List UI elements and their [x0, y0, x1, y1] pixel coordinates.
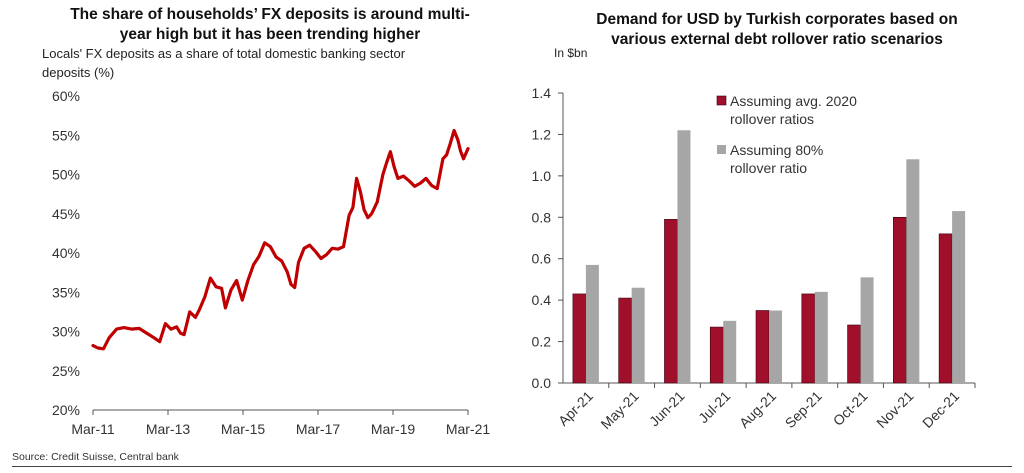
right-x-tick-label: Nov-21: [873, 388, 916, 431]
bar-80pct-rollover: [585, 264, 599, 383]
right-y-tick-label: 1.2: [532, 126, 552, 142]
bottom-divider: [12, 466, 1012, 467]
legend-swatch: [716, 95, 727, 106]
bar-80pct-rollover: [860, 277, 874, 383]
right-x-tick-label: Aug-21: [736, 388, 779, 431]
left-y-tick-label: 45%: [52, 206, 80, 222]
right-y-tick-label: 0.4: [532, 292, 552, 308]
bar-80pct-rollover: [723, 320, 737, 383]
right-bar-chart: 0.0 0.2 0.4 0.6 0.8 1.0 1.2 1.4 Apr-21 May-21 Jun-…: [532, 85, 976, 432]
left-x-tick-label: Mar-11: [71, 421, 115, 437]
bar-avg-2020-rollover: [893, 216, 907, 384]
left-y-tick-label: 55%: [52, 127, 80, 143]
right-x-tick-label: Oct-21: [830, 388, 871, 429]
left-y-tick-label: 35%: [52, 284, 80, 300]
bar-avg-2020-rollover: [847, 324, 861, 384]
left-chart-subtitle-line-1: Locals' FX deposits as a share of total …: [42, 46, 406, 61]
left-chart-subtitle: Locals' FX deposits as a share of total …: [42, 44, 502, 82]
legend-label: Assuming avg. 2020: [730, 93, 857, 109]
left-x-tick-label: Mar-21: [446, 421, 491, 437]
bar-avg-2020-rollover: [709, 326, 724, 384]
right-y-tick-label: 0.2: [532, 334, 552, 350]
left-y-tick-label: 40%: [52, 245, 80, 261]
bar-avg-2020-rollover: [801, 293, 816, 384]
left-x-tick-label: Mar-13: [146, 421, 191, 437]
legend-label: Assuming 80%: [730, 142, 823, 158]
left-y-tick-label: 60%: [52, 88, 80, 104]
bar-80pct-rollover: [906, 159, 920, 383]
bar-80pct-rollover: [814, 291, 828, 383]
right-y-tick-label: 1.0: [532, 168, 552, 184]
left-x-tick-label: Mar-15: [221, 421, 266, 437]
right-y-tick-label: 0.6: [532, 251, 552, 267]
right-chart-title: Demand for USD by Turkish corporates bas…: [532, 10, 1022, 50]
right-y-tick-label: 0.0: [532, 375, 552, 391]
left-y-tick-label: 50%: [52, 167, 80, 183]
legend-label: rollover ratios: [730, 111, 814, 127]
right-chart-title-line-1: Demand for USD by Turkish corporates bas…: [596, 11, 958, 28]
left-line-chart: 20% 25% 30% 35% 40% 45% 50% 55% 60% Mar-11 Mar-13 M…: [52, 88, 490, 437]
right-x-tick-label: May-21: [597, 388, 641, 432]
left-chart-subtitle-line-2: deposits (%): [42, 65, 115, 80]
legend-label: rollover ratio: [730, 160, 807, 176]
bar-80pct-rollover: [952, 211, 966, 383]
left-y-tick-label: 30%: [52, 324, 80, 340]
left-y-tick-label: 25%: [52, 363, 80, 379]
bar-80pct-rollover: [677, 130, 691, 383]
bar-avg-2020-rollover: [618, 297, 632, 384]
right-y-tick-label: 0.8: [532, 209, 552, 225]
left-chart-title-line-1: The share of households’ FX deposits is …: [70, 6, 470, 23]
left-chart-title: The share of households’ FX deposits is …: [20, 5, 520, 45]
bar-avg-2020-rollover: [938, 233, 953, 384]
left-chart-title-line-2: year high but it has been trending highe…: [119, 26, 421, 43]
bar-avg-2020-rollover: [755, 310, 770, 384]
right-chart-title-line-2: various external debt rollover ratio sce…: [611, 31, 943, 48]
left-series-line: [91, 128, 470, 351]
left-y-tick-label: 20%: [52, 402, 80, 418]
right-x-tick-label: Dec-21: [919, 388, 962, 431]
right-x-tick-label: Sep-21: [782, 388, 825, 431]
right-y-tick-label: 1.4: [532, 85, 552, 101]
left-x-tick-label: Mar-19: [371, 421, 416, 437]
right-x-tick-label: Apr-21: [555, 388, 596, 429]
bar-80pct-rollover: [631, 287, 645, 383]
bar-avg-2020-rollover: [572, 293, 587, 384]
right-x-tick-label: Jul-21: [695, 388, 733, 426]
right-chart-unit-label: In $bn: [554, 46, 588, 60]
right-x-tick-label: Jun-21: [646, 388, 688, 430]
bar-avg-2020-rollover: [664, 219, 678, 384]
bar-80pct-rollover: [769, 310, 782, 383]
left-x-tick-label: Mar-17: [296, 421, 341, 437]
source-note: Source: Credit Suisse, Central bank: [12, 451, 179, 463]
legend-swatch: [717, 145, 726, 154]
